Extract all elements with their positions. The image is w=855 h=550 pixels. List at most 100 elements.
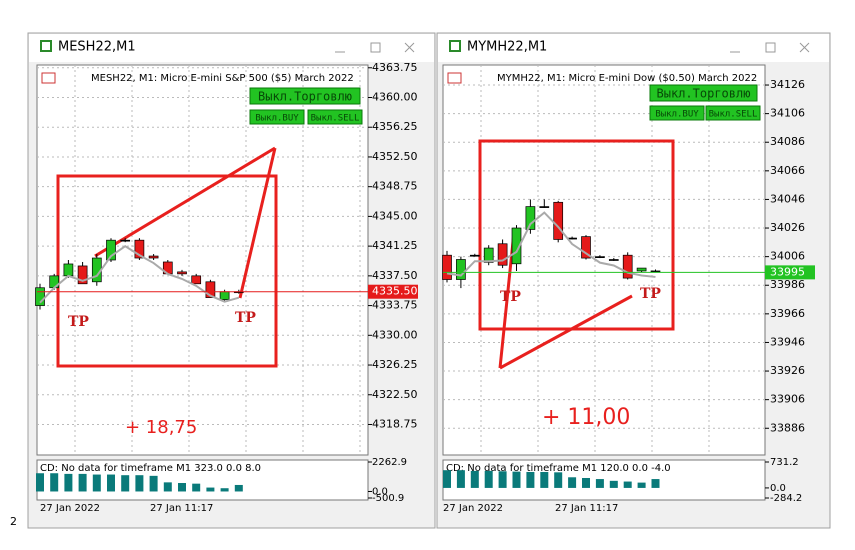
trade-button[interactable]: [307, 109, 363, 125]
indicator-bar: [651, 479, 660, 488]
tp-label: TP: [640, 286, 661, 302]
time-label: 27 Jan 2022: [40, 503, 100, 514]
trade-button[interactable]: [249, 109, 305, 125]
candle-body: [525, 206, 536, 230]
highlight-box: [56, 174, 278, 368]
candle-body: [511, 227, 522, 265]
price-tick-label: 4341.25: [372, 239, 418, 252]
close-button[interactable]: [404, 42, 415, 53]
price-tick-label: 4318.75: [372, 417, 418, 430]
price-tick-label: 4333.75: [372, 299, 418, 312]
price-tick-label: 33886: [770, 421, 805, 434]
price-tick-label: 33966: [770, 307, 805, 320]
candle-body: [191, 275, 202, 285]
annotation-arrow: [499, 294, 633, 370]
indicator-area: [36, 459, 369, 501]
tp-label: TP: [68, 314, 89, 330]
indicator-bar: [36, 473, 44, 492]
candle-body: [483, 247, 494, 263]
price-label: 33995: [770, 265, 805, 278]
trade-button-label[interactable]: Выкл.SELL: [311, 114, 360, 124]
indicator-bar: [484, 470, 493, 488]
window-title: MYMH22,M1: [467, 40, 547, 55]
price-tick-label: 4322.50: [372, 388, 418, 401]
tp-label: TP: [235, 310, 256, 326]
indicator-bar: [92, 474, 101, 492]
price-tick-label: 33946: [770, 335, 805, 348]
title-bar: [438, 34, 829, 62]
indicator-bar: [50, 473, 59, 492]
candle-body: [120, 239, 131, 242]
price-tick-label: 34066: [770, 164, 805, 177]
price-label-box: [368, 284, 418, 299]
indicator-bar: [568, 477, 577, 488]
indicator-bar: [64, 473, 73, 492]
candle-body: [63, 263, 74, 277]
price-tick-label: 4337.50: [372, 269, 418, 282]
indicator-bar: [234, 484, 243, 492]
profit-annotation: + 18,75: [125, 417, 197, 438]
indicator-bar: [470, 470, 479, 488]
trade-button[interactable]: [649, 84, 758, 102]
close-button[interactable]: [799, 42, 810, 53]
candle-body: [106, 239, 116, 261]
indicator-bar: [609, 480, 618, 488]
candle-body: [148, 255, 159, 259]
candle-body: [595, 256, 605, 258]
price-tick-label: 34026: [770, 221, 805, 234]
tp-label: TP: [500, 289, 521, 305]
price-tick-label: 34046: [770, 192, 805, 205]
indicator-bar: [78, 473, 87, 492]
candle-body: [622, 254, 633, 279]
trade-button[interactable]: [249, 87, 361, 105]
maximize-button[interactable]: [370, 42, 381, 53]
indicator-bar: [149, 475, 158, 492]
candle-body: [650, 270, 661, 273]
indicator-tick-label: -500.9: [372, 493, 404, 504]
indicator-bar: [582, 477, 590, 488]
indicator-bar: [206, 487, 215, 492]
trade-button-label[interactable]: Выкл.Торговлю: [258, 90, 352, 104]
indicator-text: CD: No data for timeframe M1 120.0 0.0 -…: [446, 463, 671, 474]
indicator-text: CD: No data for timeframe M1 323.0 0.0 8…: [40, 463, 261, 474]
time-label: 27 Jan 2022: [443, 503, 503, 514]
trade-button[interactable]: [705, 105, 761, 121]
indicator-tick-label: 0.0: [770, 483, 786, 494]
price-tick-label: 4348.75: [372, 180, 418, 193]
trade-button[interactable]: [649, 105, 705, 121]
trade-button-label[interactable]: Выкл.BUY: [255, 114, 299, 124]
indicator-bar: [540, 471, 549, 488]
price-tick-label: 33986: [770, 278, 805, 291]
indicator-bar: [220, 488, 229, 492]
trade-button-label[interactable]: Выкл.Торговлю: [657, 87, 751, 101]
price-tick-label: 4356.25: [372, 120, 418, 133]
profit-annotation: + 11,00: [542, 405, 630, 430]
price-tick-label: 33926: [770, 364, 805, 377]
window-icon: [449, 40, 461, 52]
candle-body: [35, 287, 45, 306]
indicator-bar: [595, 479, 604, 488]
indicator-bar: [623, 481, 632, 488]
maximize-button[interactable]: [765, 42, 776, 53]
price-tick-label: 34086: [770, 135, 805, 148]
indicator-bar: [163, 482, 172, 492]
candle-body: [497, 243, 508, 266]
indicator-bar: [512, 471, 521, 488]
indicator-bar: [554, 472, 563, 488]
trade-button-label[interactable]: Выкл.BUY: [655, 110, 699, 120]
candle-body: [442, 254, 452, 280]
window-title: MESH22,M1: [58, 40, 136, 55]
candle-body: [177, 271, 187, 275]
price-tick-label: 4345.00: [372, 209, 418, 222]
annotation-arrow: [94, 146, 276, 258]
trade-button-label[interactable]: Выкл.SELL: [709, 110, 758, 120]
price-tick-label: 4363.75: [372, 61, 418, 74]
annotation-arrow: [238, 147, 277, 299]
candle-body: [539, 206, 550, 208]
candle-body: [469, 254, 480, 257]
price-tick-label: 4352.50: [372, 150, 418, 163]
candle-body: [608, 259, 619, 261]
indicator-bar: [107, 474, 115, 492]
